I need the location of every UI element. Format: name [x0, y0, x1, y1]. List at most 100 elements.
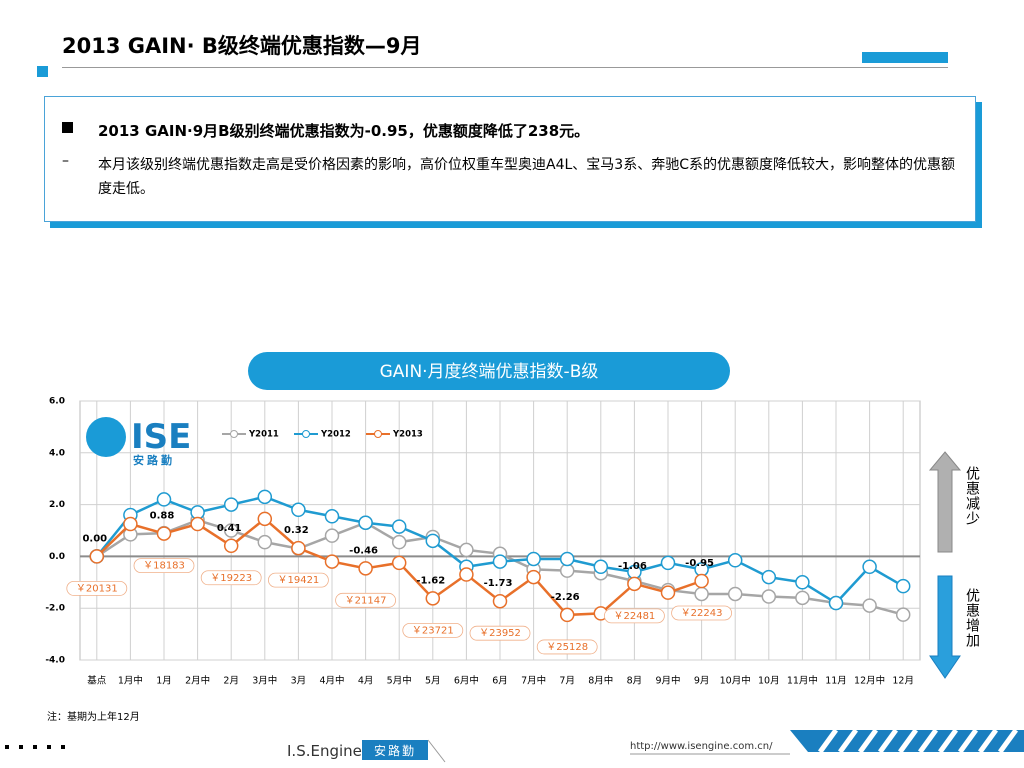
data-point [123, 516, 138, 532]
chart-title-pill [248, 352, 730, 390]
data-point [257, 489, 273, 505]
data-point [223, 497, 239, 512]
down-label: 优惠增加 [964, 588, 980, 648]
data-point [895, 607, 911, 622]
data-label: 0.00 [82, 533, 107, 544]
x-tick-label: 11月 [825, 676, 847, 687]
price-label: ￥22481 [613, 611, 655, 622]
footer-dot [19, 745, 23, 749]
price-label-frame [335, 592, 397, 608]
data-point [761, 569, 777, 585]
legend-label: Y2011 [248, 430, 279, 440]
data-label: -1.06 [618, 561, 647, 572]
legend-label: Y2012 [320, 430, 351, 440]
data-point [391, 555, 407, 571]
bullet-square [62, 122, 73, 133]
y-tick-label: -4.0 [45, 656, 65, 666]
y-tick-label: -2.0 [45, 604, 65, 614]
x-tick-label: 5月 [425, 676, 441, 687]
price-label: ￥25128 [546, 642, 588, 653]
data-label: 0.41 [217, 523, 242, 534]
slide-title: 2013 GAIN· B级终端优惠指数—9月 [62, 34, 422, 58]
price-label: ￥23721 [412, 625, 454, 636]
data-point [223, 523, 239, 538]
chart-title: GAIN·月度终端优惠指数-B级 [380, 362, 599, 382]
data-point [156, 492, 172, 507]
price-label-frame [536, 639, 598, 655]
data-point [526, 569, 541, 585]
x-tick-label: 基点 [87, 675, 107, 687]
x-tick-label: 9月中 [655, 675, 680, 687]
x-tick-label: 8月中 [588, 675, 613, 687]
price-label: ￥22243 [681, 608, 723, 619]
up-label: 优惠减少 [964, 466, 980, 526]
legend-marker [302, 430, 310, 438]
x-tick-label: 12月 [892, 676, 914, 687]
x-tick-label: 3月 [291, 676, 307, 687]
data-point [257, 511, 273, 527]
data-point [492, 593, 508, 609]
price-label: ￥19223 [210, 573, 252, 584]
title-square [37, 66, 48, 77]
logo-mark: ISE [131, 417, 191, 457]
data-point [828, 595, 844, 611]
x-tick-label: 10月中 [720, 675, 751, 687]
data-point [257, 534, 273, 550]
title-rule [62, 67, 948, 68]
data-point [694, 586, 709, 602]
chart-note: 注：基期为上年12月 [47, 712, 140, 723]
dash: – [62, 153, 69, 169]
price-label-frame [402, 622, 464, 638]
data-label: -1.62 [416, 575, 445, 586]
y-tick-label: 6.0 [49, 397, 65, 407]
x-tick-label: 10月 [758, 676, 780, 687]
data-label: -1.73 [484, 578, 513, 589]
footer-stripes [817, 728, 1019, 754]
data-point [627, 576, 642, 592]
logo: ISE 安路勤 [86, 417, 191, 467]
legend-marker [374, 430, 382, 438]
data-label: -2.26 [551, 592, 580, 603]
data-point [660, 585, 676, 600]
x-tick-label: 12月中 [854, 675, 885, 687]
footer-dot [33, 745, 37, 749]
summary-box [44, 96, 976, 222]
footer-dot [61, 745, 65, 749]
summary-detail: 本月该级别终端优惠指数走高是受价格因素的影响，高价位权重车型奥迪A4L、宝马3系… [98, 157, 955, 197]
x-tick-label: 11月中 [787, 675, 818, 687]
title-bar [862, 52, 948, 63]
y-tick-label: 0.0 [49, 552, 65, 562]
x-tick-label: 4月 [358, 676, 374, 687]
data-point [526, 551, 541, 567]
data-point [358, 515, 373, 530]
price-label-frame [469, 625, 531, 641]
data-point [895, 578, 911, 594]
x-tick-label: 7月 [559, 676, 575, 687]
price-label-frame [200, 570, 262, 586]
down-arrow [929, 575, 961, 679]
data-point [291, 540, 306, 556]
data-point [459, 567, 474, 582]
summary-bullet: 2013 GAIN·9月B级别终端优惠指数为-0.95，优惠额度降低了238元。 [98, 122, 590, 140]
data-point [660, 555, 676, 571]
x-tick-label: 3月中 [252, 675, 277, 687]
data-label: 0.88 [150, 511, 175, 522]
data-point [324, 509, 340, 524]
footer-dot [47, 745, 51, 749]
data-point [559, 551, 575, 567]
data-point [190, 516, 205, 532]
data-point [862, 598, 877, 613]
data-point [156, 526, 172, 541]
logo-name: 安路勤 [133, 453, 175, 467]
data-point [324, 528, 340, 543]
price-label: ￥23952 [479, 628, 521, 639]
footer-slash [427, 739, 446, 763]
data-point [89, 549, 105, 564]
legend-marker [230, 430, 238, 438]
x-tick-label: 5月中 [387, 675, 412, 687]
logo-globe [86, 417, 126, 457]
plot: -4.0 -2.0 0.0 2.0 4.0 6.0 基点 1月中 1月 2月中 2月 3月中 3月 4月中… [45, 397, 920, 687]
data-point [593, 559, 609, 575]
